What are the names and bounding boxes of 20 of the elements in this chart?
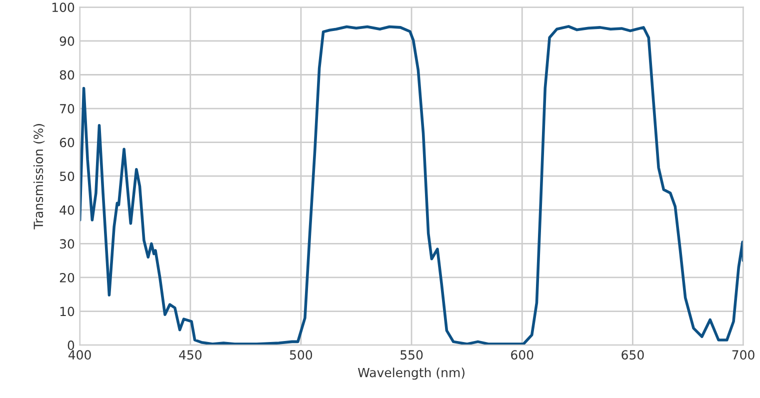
y-tick-label: 50 <box>60 172 74 182</box>
y-tick-label: 0 <box>68 340 74 350</box>
x-tick-label: 500 <box>290 350 312 360</box>
x-tick-label: 650 <box>622 350 644 360</box>
y-tick-label: 40 <box>60 205 74 215</box>
y-axis-title: Transmission (%) <box>33 124 45 230</box>
y-tick-label: 10 <box>60 306 74 316</box>
y-tick-label: 100 <box>52 2 74 12</box>
x-axis-title: Wavelength (nm) <box>358 368 464 380</box>
x-tick-label: 700 <box>732 350 754 360</box>
x-tick-label: 600 <box>511 350 534 360</box>
y-tick-label: 60 <box>60 138 74 148</box>
x-tick-label: 550 <box>400 350 423 360</box>
y-tick-label: 30 <box>60 239 74 249</box>
y-tick-label: 70 <box>60 104 74 114</box>
y-tick-label: 80 <box>60 70 74 80</box>
x-tick-label: 450 <box>179 350 202 360</box>
x-tick-label: 400 <box>68 350 91 360</box>
y-tick-label: 90 <box>60 36 74 46</box>
y-tick-label: 20 <box>60 272 74 282</box>
